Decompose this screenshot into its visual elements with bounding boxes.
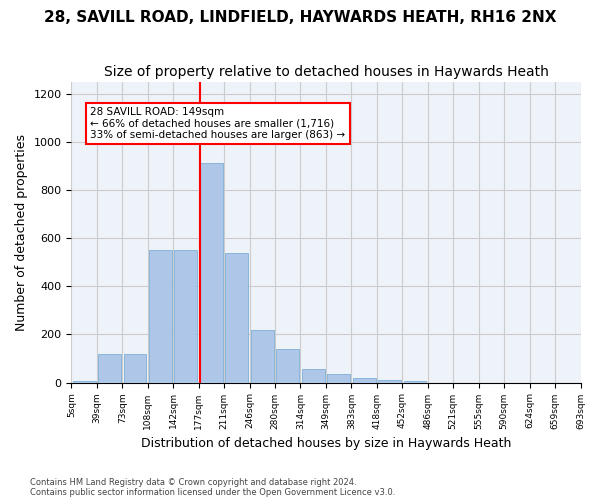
- Bar: [353, 378, 376, 382]
- Bar: [98, 354, 121, 382]
- X-axis label: Distribution of detached houses by size in Haywards Heath: Distribution of detached houses by size …: [141, 437, 511, 450]
- Bar: [149, 250, 172, 382]
- Bar: [277, 349, 299, 382]
- Bar: [327, 374, 350, 382]
- Text: 28 SAVILL ROAD: 149sqm
← 66% of detached houses are smaller (1,716)
33% of semi-: 28 SAVILL ROAD: 149sqm ← 66% of detached…: [91, 107, 346, 140]
- Bar: [302, 370, 325, 382]
- Text: 28, SAVILL ROAD, LINDFIELD, HAYWARDS HEATH, RH16 2NX: 28, SAVILL ROAD, LINDFIELD, HAYWARDS HEA…: [44, 10, 556, 25]
- Y-axis label: Number of detached properties: Number of detached properties: [15, 134, 28, 330]
- Bar: [175, 250, 197, 382]
- Bar: [378, 380, 401, 382]
- Bar: [226, 252, 248, 382]
- Text: Contains HM Land Registry data © Crown copyright and database right 2024.
Contai: Contains HM Land Registry data © Crown c…: [30, 478, 395, 497]
- Bar: [200, 164, 223, 382]
- Bar: [124, 354, 146, 382]
- Bar: [251, 330, 274, 382]
- Title: Size of property relative to detached houses in Haywards Heath: Size of property relative to detached ho…: [104, 65, 548, 79]
